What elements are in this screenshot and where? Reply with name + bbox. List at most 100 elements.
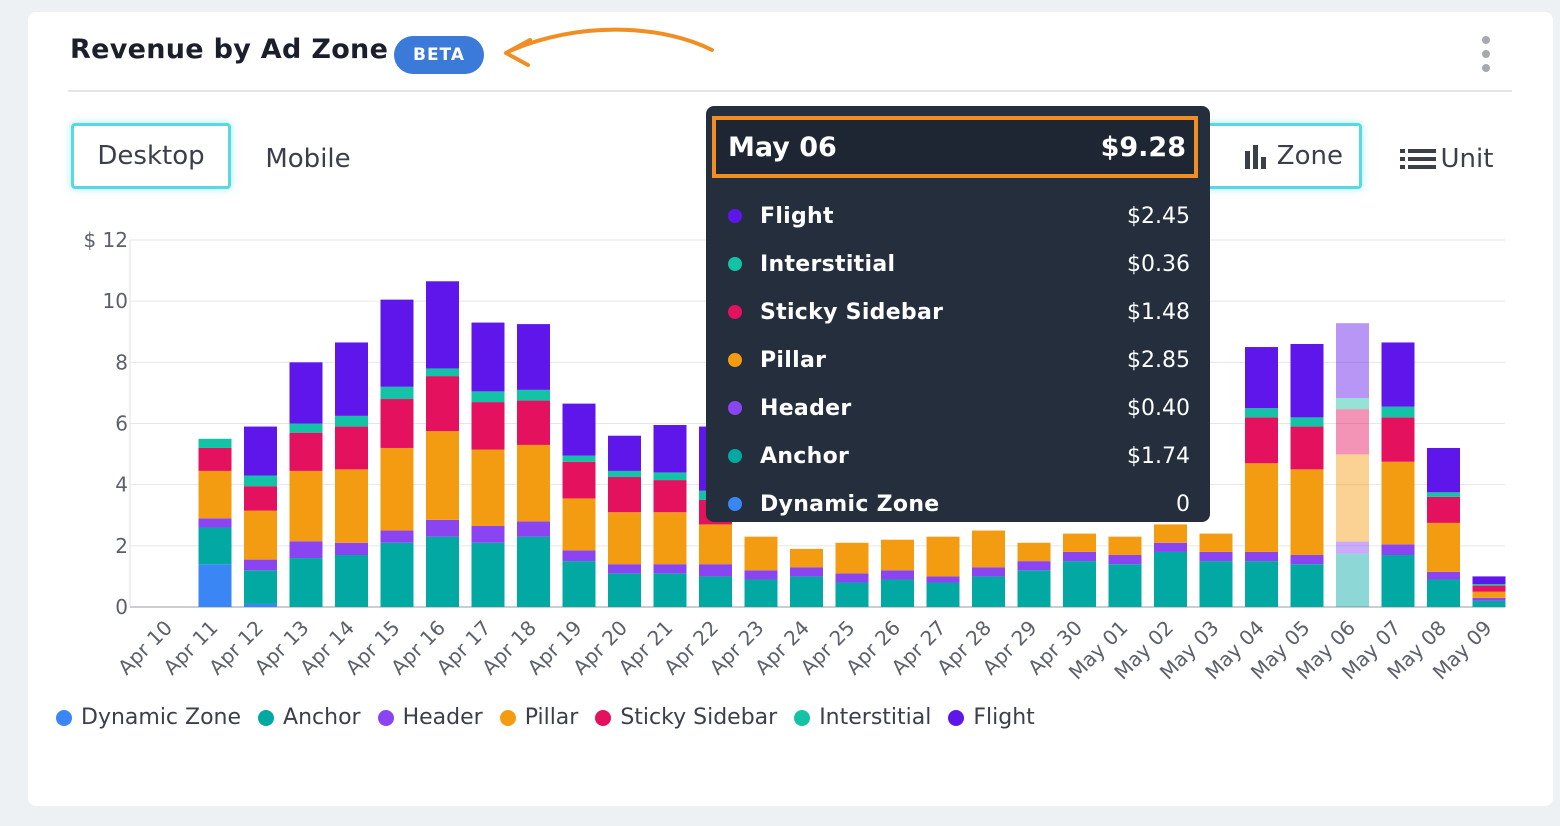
bar-interstitial-may-06 <box>1336 398 1369 410</box>
unit-label: Unit <box>1440 144 1494 174</box>
bar-header-may-04 <box>1245 551 1278 562</box>
bar-header-apr-24 <box>790 567 823 577</box>
bar-pillar-apr-15 <box>380 447 414 531</box>
bar-flight-may-05 <box>1290 343 1324 418</box>
bar-anchor-may-03 <box>1199 561 1233 607</box>
bar-interstitial-apr-15 <box>380 386 414 400</box>
y-tick-label: 6 <box>115 412 128 436</box>
tab-desktop[interactable]: Desktop <box>71 123 231 189</box>
bar-pillar-apr-26 <box>881 539 914 571</box>
bar-pillar-apr-29 <box>1017 542 1051 562</box>
legend-item-sticky-sidebar[interactable]: Sticky Sidebar <box>595 705 777 730</box>
bar-header-may-02 <box>1154 542 1187 552</box>
bar-header-apr-27 <box>926 576 960 583</box>
tooltip-row-dynamic-zone: Dynamic Zone 0 <box>728 487 1190 521</box>
tooltip-swatch <box>728 353 742 367</box>
more-options-icon[interactable] <box>1478 36 1494 72</box>
bar-dynamic-zone-apr-12 <box>244 603 277 607</box>
bar-anchor-apr-28 <box>972 576 1005 607</box>
tooltip-row-interstitial: Interstitial $0.36 <box>728 247 1190 281</box>
bar-header-apr-26 <box>881 570 914 580</box>
bar-interstitial-apr-18 <box>517 389 550 401</box>
legend-item-pillar[interactable]: Pillar <box>499 705 579 730</box>
bar-pillar-apr-13 <box>289 470 323 542</box>
bar-interstitial-may-08 <box>1427 492 1460 497</box>
bar-header-may-03 <box>1199 551 1233 562</box>
group-by-zone-button[interactable]: Zone <box>1170 123 1362 189</box>
tooltip-row-flight: Flight $2.45 <box>728 199 1190 233</box>
bar-pillar-apr-17 <box>471 449 505 526</box>
bar-anchor-may-07 <box>1381 555 1415 607</box>
bar-flight-may-07 <box>1381 342 1415 407</box>
bar-pillar-apr-27 <box>926 536 960 577</box>
bar-sticky-sidebar-may-08 <box>1427 496 1460 523</box>
bar-header-may-07 <box>1381 544 1415 556</box>
bar-sticky-sidebar-apr-20 <box>608 477 641 513</box>
tooltip-series-value: $1.48 <box>1127 299 1190 325</box>
bar-dynamic-zone-apr-11 <box>198 564 232 607</box>
tab-desktop-label: Desktop <box>97 141 205 171</box>
bar-anchor-may-01 <box>1108 564 1142 607</box>
bar-header-apr-17 <box>471 525 505 543</box>
bar-header-apr-19 <box>562 550 596 562</box>
list-icon <box>1399 149 1436 169</box>
tooltip-series-label: Sticky Sidebar <box>760 299 944 325</box>
bar-anchor-apr-25 <box>835 582 869 607</box>
bar-anchor-may-04 <box>1245 561 1278 607</box>
tab-mobile[interactable]: Mobile <box>240 126 376 192</box>
legend-item-dynamic-zone[interactable]: Dynamic Zone <box>56 705 241 730</box>
legend-item-flight[interactable]: Flight <box>948 705 1035 730</box>
tooltip-row-header: Header $0.40 <box>728 391 1190 425</box>
bar-anchor-apr-13 <box>289 558 323 607</box>
bar-pillar-may-03 <box>1199 533 1233 552</box>
header-divider <box>68 90 1512 92</box>
bar-pillar-may-05 <box>1290 469 1324 556</box>
bar-interstitial-apr-20 <box>608 470 641 478</box>
tooltip-series-label: Anchor <box>760 443 850 469</box>
bar-header-apr-13 <box>289 541 323 559</box>
bar-header-apr-23 <box>744 570 778 580</box>
bar-interstitial-apr-14 <box>335 415 368 427</box>
y-tick-label: 10 <box>103 289 128 313</box>
legend-item-header[interactable]: Header <box>377 705 483 730</box>
y-tick-label: 0 <box>115 595 128 619</box>
legend-item-interstitial[interactable]: Interstitial <box>794 705 931 730</box>
y-tick-label: 4 <box>115 473 128 497</box>
chart-legend: Dynamic Zone Anchor Header Pillar Sticky Sid… <box>56 705 1052 730</box>
bar-pillar-may-07 <box>1381 461 1415 545</box>
legend-label: Dynamic Zone <box>81 705 242 730</box>
tooltip-row-anchor: Anchor $1.74 <box>728 439 1190 473</box>
bar-pillar-may-02 <box>1154 524 1187 543</box>
bar-flight-apr-18 <box>517 324 550 390</box>
y-tick-label: 8 <box>115 350 128 374</box>
bar-pillar-apr-25 <box>835 542 869 574</box>
bar-anchor-apr-16 <box>426 536 459 607</box>
group-by-unit-button[interactable]: Unit <box>1386 126 1506 192</box>
bar-pillar-apr-19 <box>562 498 596 551</box>
legend-swatch <box>377 709 394 726</box>
bar-sticky-sidebar-apr-17 <box>471 402 505 450</box>
annotation-arrow-icon <box>504 27 714 67</box>
bar-header-apr-18 <box>517 521 550 537</box>
legend-label: Pillar <box>524 705 579 730</box>
tooltip-series-value: $2.85 <box>1127 347 1190 373</box>
legend-item-anchor[interactable]: Anchor <box>258 705 361 730</box>
bar-anchor-apr-24 <box>790 576 823 607</box>
bar-pillar-apr-28 <box>972 530 1005 568</box>
legend-swatch <box>948 709 965 726</box>
tooltip-series-value: $0.36 <box>1127 251 1190 277</box>
bar-interstitial-may-05 <box>1290 417 1324 427</box>
tooltip-series-value: $2.45 <box>1127 203 1190 229</box>
tooltip-swatch <box>728 497 742 511</box>
bar-pillar-apr-12 <box>244 510 277 560</box>
bar-header-apr-14 <box>335 542 368 556</box>
bar-sticky-sidebar-apr-13 <box>289 432 323 471</box>
legend-label: Sticky Sidebar <box>620 705 778 730</box>
legend-swatch <box>258 709 275 726</box>
bar-interstitial-apr-16 <box>426 368 459 377</box>
bar-anchor-may-08 <box>1427 579 1460 607</box>
bar-interstitial-apr-19 <box>562 455 596 462</box>
bar-anchor-apr-17 <box>471 542 505 607</box>
bar-anchor-apr-29 <box>1017 570 1051 607</box>
tooltip-header: May 06 $9.28 <box>712 116 1198 178</box>
